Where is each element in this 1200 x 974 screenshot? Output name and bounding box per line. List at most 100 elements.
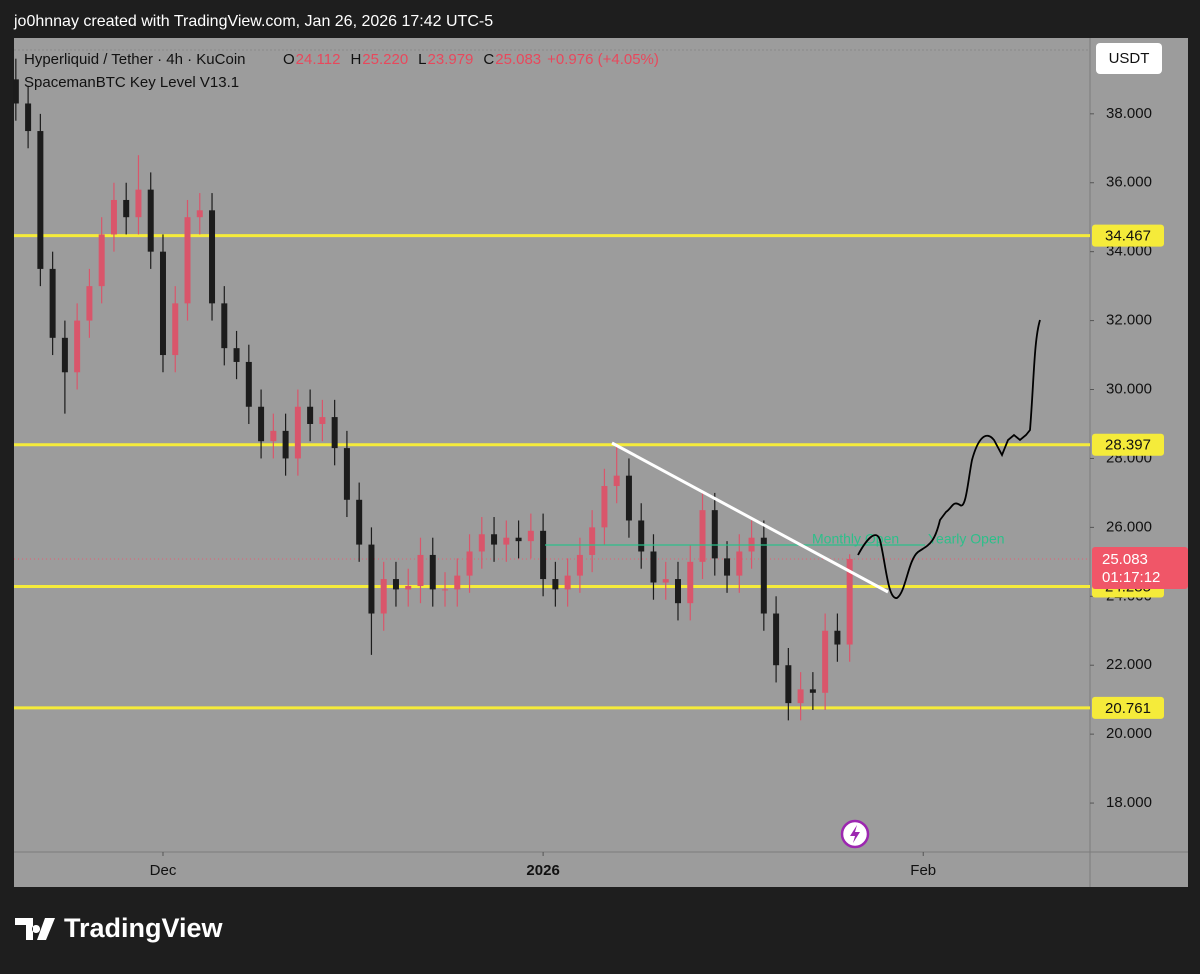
level-label-box <box>1092 433 1164 456</box>
y-tick-label: 32.000 <box>1106 312 1152 329</box>
y-tick-label: 36.000 <box>1106 174 1152 191</box>
candle-body <box>294 406 301 459</box>
currency-button[interactable] <box>1096 43 1162 74</box>
candle-body <box>834 630 841 645</box>
level-label: 34.467 <box>1105 228 1151 245</box>
candle-body <box>405 585 412 590</box>
alert-bolt <box>850 825 860 843</box>
candle-body <box>527 530 534 542</box>
level-label: 28.397 <box>1105 437 1151 454</box>
candle-body <box>466 551 473 576</box>
y-tick-label: 38.000 <box>1106 105 1152 122</box>
candle-body <box>258 406 265 442</box>
monthly-open-label: Monthly Open <box>812 531 899 547</box>
candle-body <box>209 210 216 304</box>
candle-body <box>25 103 32 132</box>
ohlc-key: C <box>483 51 494 68</box>
candle-body <box>699 510 706 562</box>
candle-body <box>797 689 804 704</box>
candle-body <box>233 348 240 362</box>
level-label: 20.761 <box>1105 700 1151 717</box>
candle-body <box>589 527 596 555</box>
price-change: +0.976 (+4.05%) <box>547 51 659 68</box>
candle-body <box>221 303 228 349</box>
candle-body <box>687 561 694 604</box>
candle-body <box>809 689 816 693</box>
candle-body <box>319 417 326 424</box>
candle-body <box>184 217 191 304</box>
candle-body <box>822 630 829 693</box>
candle-body <box>356 499 363 545</box>
candle-body <box>625 475 632 521</box>
ohlc-value: 25.220 <box>362 51 408 68</box>
candle-body <box>442 589 449 591</box>
candle-body <box>662 579 669 583</box>
x-tick-label: 2026 <box>526 862 559 879</box>
y-tick-label: 20.000 <box>1106 725 1152 742</box>
ohlc-value: 24.112 <box>296 51 341 68</box>
last-price-label: 25.083 <box>1102 551 1148 568</box>
candle-body <box>454 575 461 590</box>
y-tick-label: 30.000 <box>1106 380 1152 397</box>
ohlc-value: 25.083 <box>495 51 541 68</box>
candle-body <box>674 579 681 604</box>
candle-body <box>491 534 498 545</box>
candle-body <box>37 131 44 269</box>
candle-body <box>552 579 559 590</box>
candle-body <box>478 534 485 552</box>
indicator-name: SpacemanBTC Key Level V13.1 <box>24 74 239 91</box>
candle-body <box>429 554 436 590</box>
brand-logo <box>15 918 55 940</box>
candle-body <box>638 520 645 552</box>
candle-body <box>343 448 350 500</box>
y-tick-label: 22.000 <box>1106 656 1152 673</box>
x-tick-label: Feb <box>910 862 936 879</box>
axes: 18.00020.00022.00024.00026.00028.00030.0… <box>150 105 1188 879</box>
candle-body <box>736 551 743 576</box>
trendline <box>611 441 889 594</box>
candle-body <box>368 544 375 614</box>
candle-body <box>380 579 387 614</box>
candle-body <box>503 537 510 545</box>
candle-body <box>172 303 179 356</box>
candle-body <box>147 189 154 252</box>
candle-body <box>86 286 93 321</box>
candle-body <box>307 406 314 424</box>
yearly-open-label: Yearly Open <box>928 531 1005 547</box>
ohlc-value: 23.979 <box>428 51 474 68</box>
brand-name: TradingView <box>64 913 224 943</box>
level-label-box <box>1092 224 1164 247</box>
candle-body <box>515 537 522 542</box>
candle-body <box>392 579 399 590</box>
candle-body <box>110 199 117 235</box>
candle-body <box>270 430 277 442</box>
candle-body <box>245 361 252 407</box>
currency-label[interactable]: USDT <box>1109 50 1150 67</box>
candle-body <box>785 665 792 704</box>
candle-body <box>540 530 547 580</box>
ohlc-key: L <box>418 51 426 68</box>
candle-body <box>196 210 203 218</box>
projection-path <box>857 319 1041 599</box>
candle-body <box>49 268 56 338</box>
level-label-box <box>1092 696 1164 719</box>
candle-body <box>773 613 780 666</box>
candle-body <box>601 486 608 528</box>
last-price-box <box>1092 546 1188 589</box>
candle-body <box>711 510 718 559</box>
plot <box>12 58 1090 721</box>
candle-body <box>123 199 130 218</box>
countdown: 01:17:12 <box>1102 569 1160 586</box>
ohlc-key: O <box>283 51 295 68</box>
candle-body <box>650 551 657 583</box>
candle-body <box>74 320 81 373</box>
ohlc-header: O 24.112 H 25.220 L 23.979 C 25.083 +0.976 (+4.0… <box>283 51 659 68</box>
symbol-title: Hyperliquid / Tether · 4h · KuCoin <box>24 51 246 68</box>
candle-body <box>331 417 338 449</box>
y-tick-label: 26.000 <box>1106 518 1152 535</box>
candle-body <box>576 554 583 576</box>
ohlc-key: H <box>350 51 361 68</box>
candle-body <box>159 251 166 356</box>
candle-body <box>98 234 105 287</box>
